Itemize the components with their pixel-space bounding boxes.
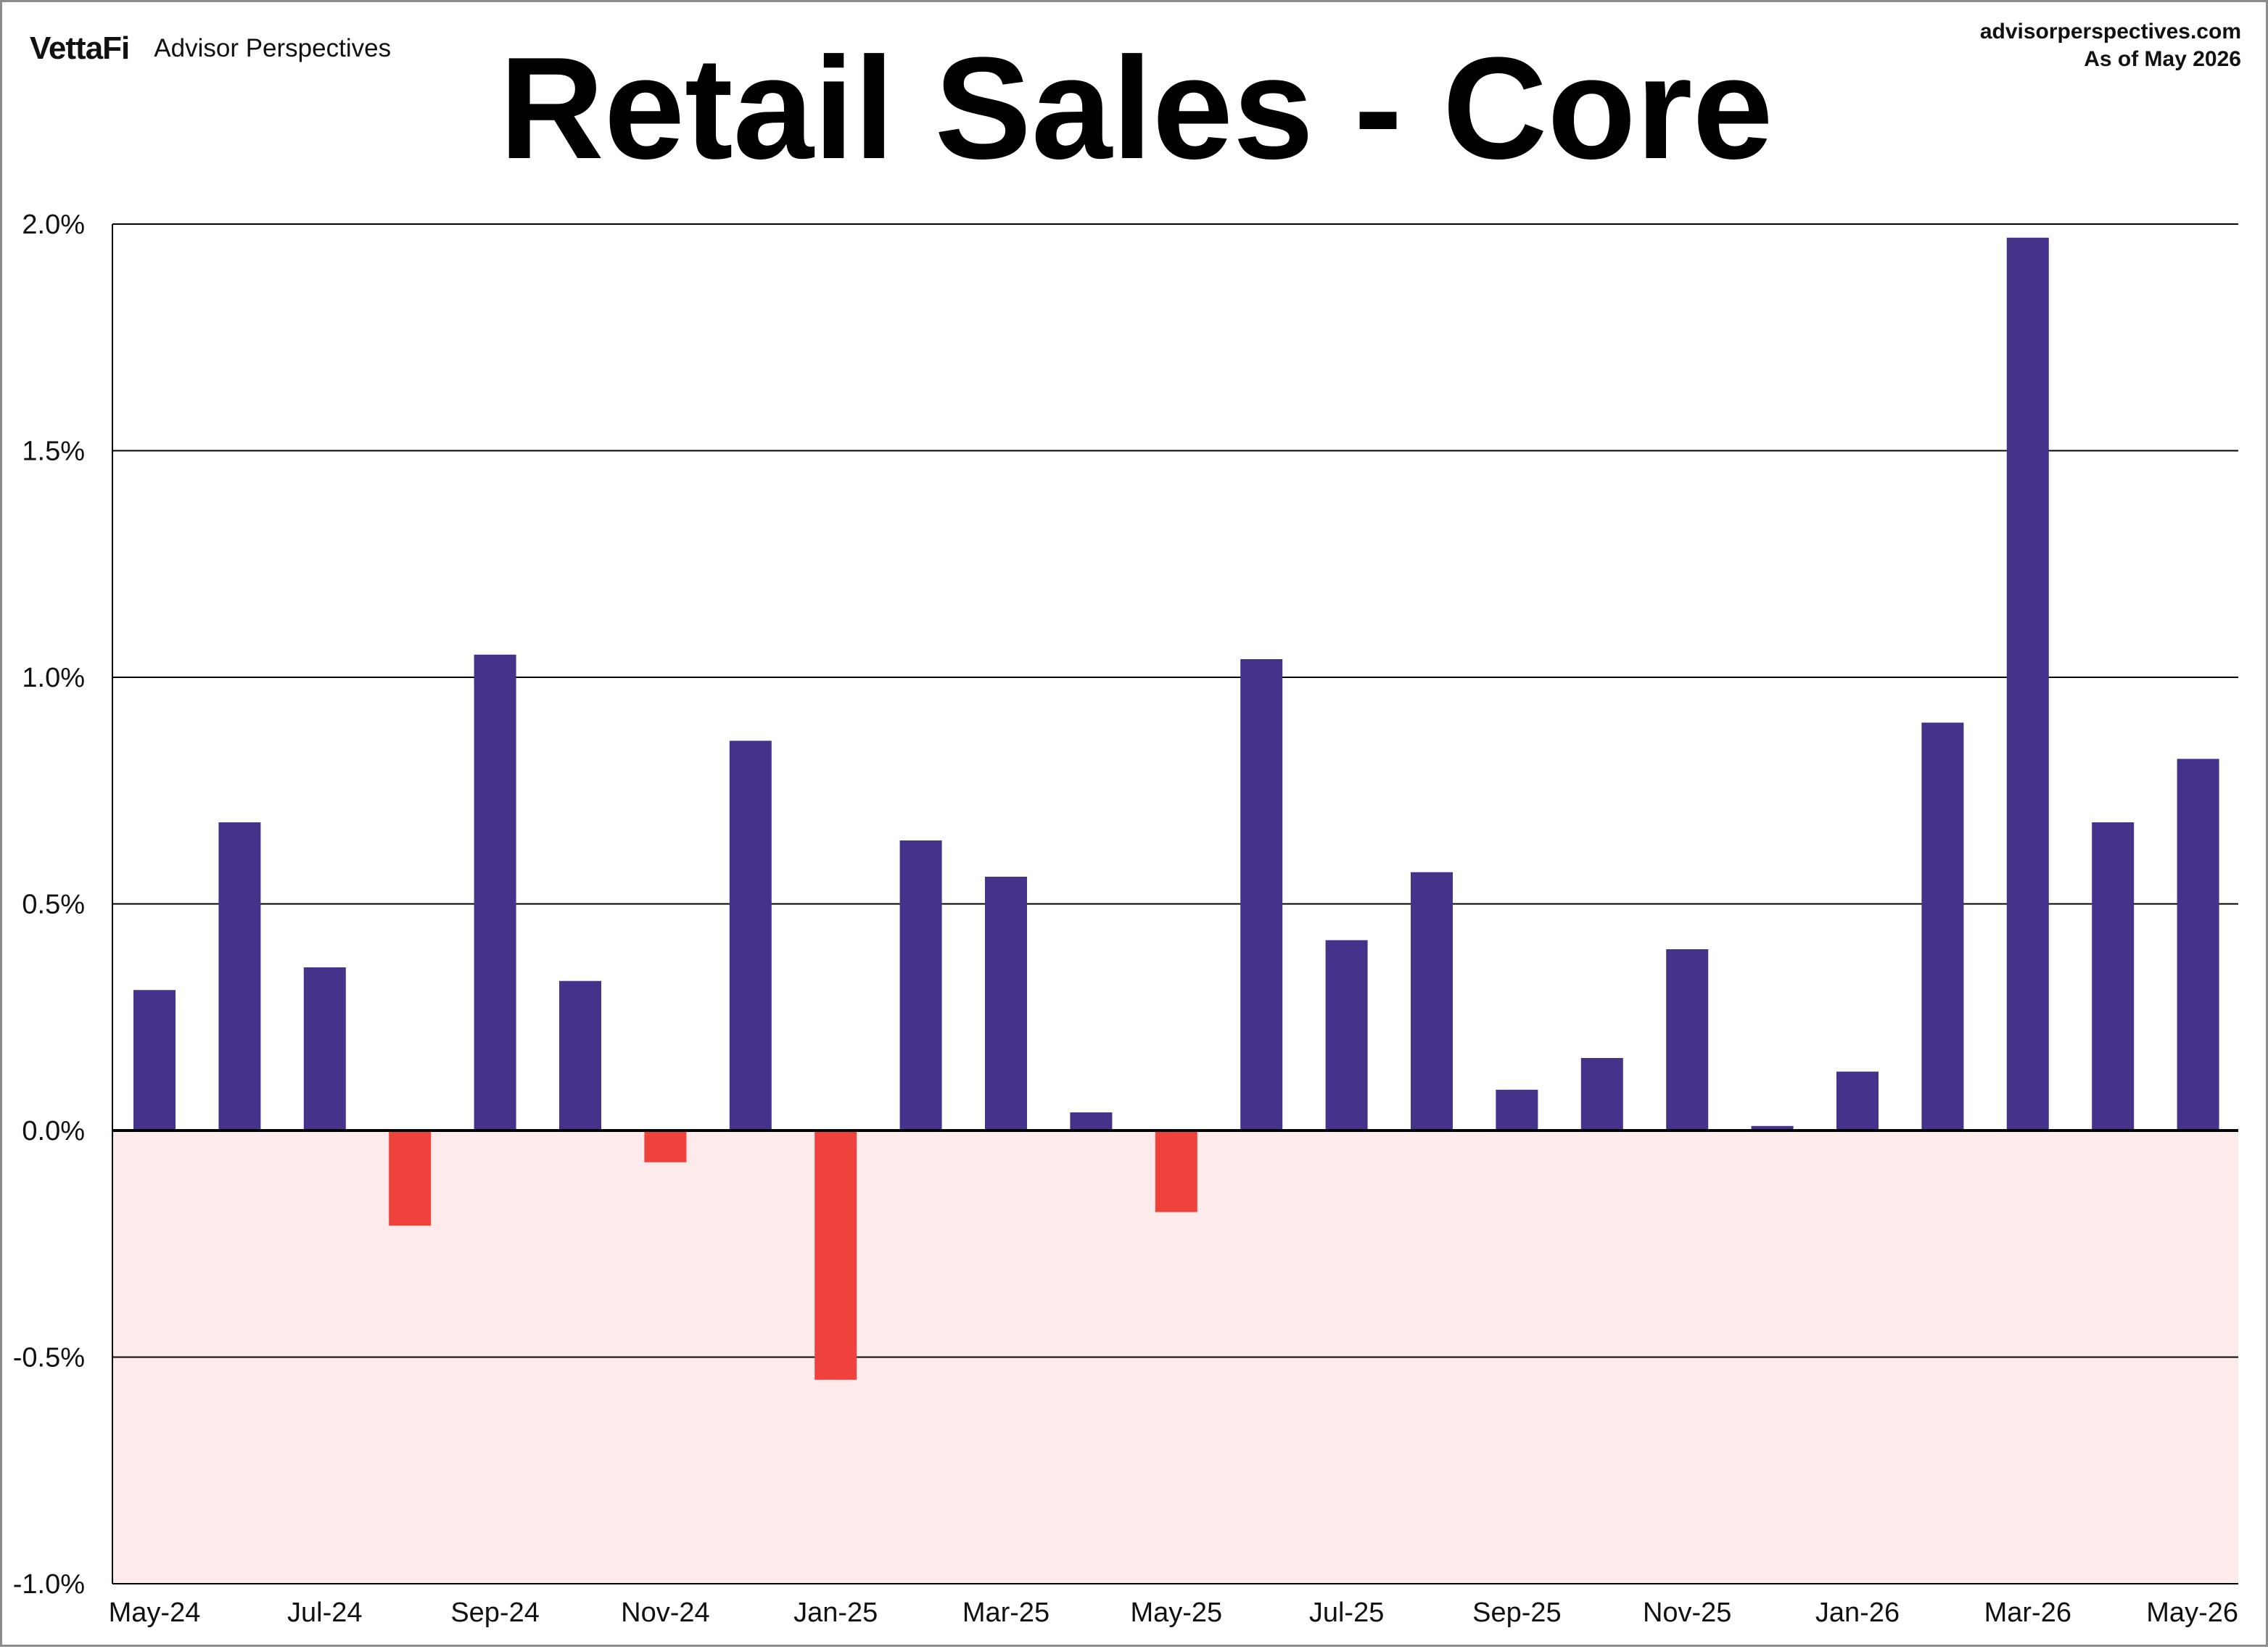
bar-jan-25 xyxy=(815,1131,857,1380)
y-tick-label: 2.0% xyxy=(22,210,85,240)
x-tick-label: Sep-24 xyxy=(450,1598,540,1628)
bar-may-25 xyxy=(1155,1131,1197,1212)
bar-may-26 xyxy=(2177,759,2219,1131)
chart-title: Retail Sales - Core xyxy=(499,28,1773,189)
vettafi-logo: VettaFi xyxy=(30,30,130,66)
y-tick-label: 0.0% xyxy=(22,1116,85,1146)
bar-oct-25 xyxy=(1580,1058,1623,1131)
source-block: advisorperspectives.com As of May 2026 xyxy=(1980,18,2241,73)
x-tick-label: Sep-25 xyxy=(1472,1598,1562,1628)
bar-aug-25 xyxy=(1411,872,1453,1131)
bar-apr-25 xyxy=(1070,1112,1113,1131)
bar-may-24 xyxy=(133,990,176,1131)
y-tick-label: -0.5% xyxy=(13,1343,85,1373)
x-tick-label: Mar-26 xyxy=(1984,1598,2071,1628)
axes-layer xyxy=(112,224,2238,1584)
bar-sep-24 xyxy=(474,654,516,1131)
bar-dec-24 xyxy=(729,740,772,1131)
bar-jan-26 xyxy=(1836,1071,1879,1131)
x-tick-label: Jul-25 xyxy=(1309,1598,1385,1628)
bar-mar-25 xyxy=(985,877,1027,1131)
source-url: advisorperspectives.com xyxy=(1979,20,2241,44)
x-tick-labels-layer: May-24 Jul-24 Sep-24 Nov-24 Jan-25 Mar-25 May-… xyxy=(109,1598,2238,1628)
bar-mar-26 xyxy=(2006,237,2049,1131)
brand-name: Advisor Perspectives xyxy=(154,34,392,62)
bar-feb-26 xyxy=(1921,722,1964,1131)
y-tick-label: 1.5% xyxy=(22,437,85,467)
bar-dec-25 xyxy=(1751,1125,1794,1131)
x-tick-label: May-24 xyxy=(109,1598,201,1628)
brand-header: VettaFi Advisor Perspectives xyxy=(30,27,391,70)
x-tick-label: Nov-24 xyxy=(621,1598,710,1628)
bar-jul-25 xyxy=(1325,940,1368,1131)
bar-oct-24 xyxy=(559,980,601,1131)
x-tick-label: Mar-25 xyxy=(962,1598,1050,1628)
x-tick-label: May-26 xyxy=(2146,1598,2238,1628)
x-tick-label: May-25 xyxy=(1130,1598,1222,1628)
y-tick-labels-layer: -1.0% -0.5% 0.0% 0.5% 1.0% 1.5% 2.0% xyxy=(13,210,85,1600)
bars-layer xyxy=(133,237,2219,1380)
bar-nov-25 xyxy=(1666,949,1709,1131)
x-tick-label: Nov-25 xyxy=(1643,1598,1732,1628)
bar-apr-26 xyxy=(2092,822,2135,1131)
x-tick-label: Jul-24 xyxy=(287,1598,363,1628)
bar-jul-24 xyxy=(303,967,346,1131)
x-tick-label: Jan-26 xyxy=(1815,1598,1900,1628)
y-tick-label: -1.0% xyxy=(13,1569,85,1600)
bar-jun-25 xyxy=(1240,659,1283,1131)
bar-jun-24 xyxy=(218,822,261,1131)
bar-aug-24 xyxy=(389,1131,432,1226)
bar-sep-25 xyxy=(1496,1089,1538,1131)
y-tick-label: 1.0% xyxy=(22,663,85,693)
as-of-date: As of May 2026 xyxy=(2084,47,2241,71)
bar-feb-25 xyxy=(899,840,942,1131)
x-tick-label: Jan-25 xyxy=(793,1598,878,1628)
bar-nov-24 xyxy=(644,1131,687,1162)
y-tick-label: 0.5% xyxy=(22,890,85,920)
